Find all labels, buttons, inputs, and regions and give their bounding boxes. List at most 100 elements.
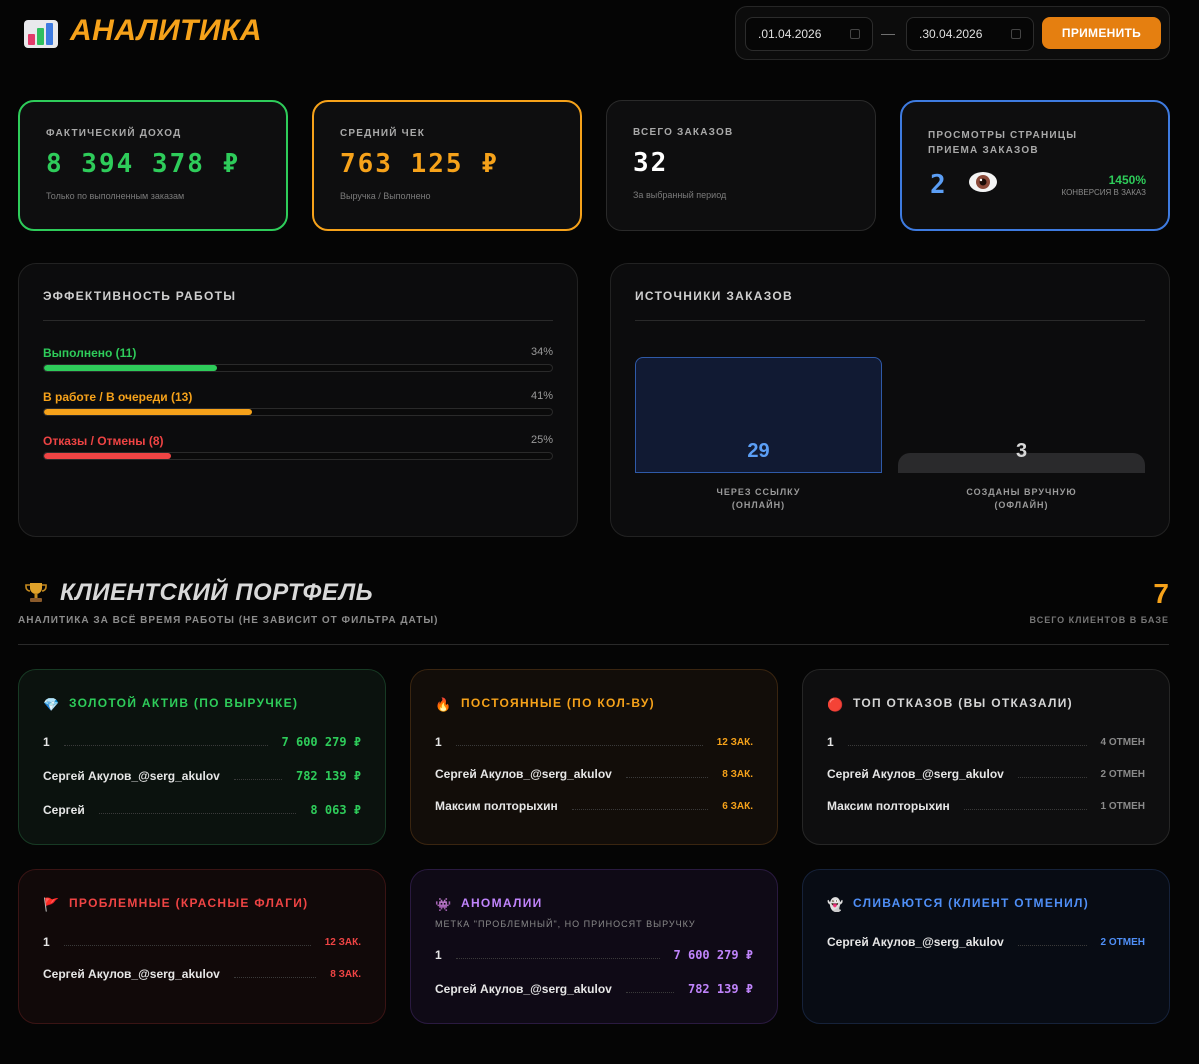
red-flag-icon: 🚩 bbox=[43, 897, 60, 912]
progress-track bbox=[43, 408, 553, 416]
client-value: 782 139 ₽ bbox=[687, 982, 753, 996]
date-from-value: .01.04.2026 bbox=[758, 27, 822, 41]
kpi-avg-check-label: СРЕДНИЙ ЧЕК bbox=[340, 128, 426, 139]
dot-leader bbox=[625, 776, 709, 778]
client-name: Сергей Акулов_@serg_akulov bbox=[435, 767, 612, 781]
client-value: 2 ОТМЕН bbox=[1100, 936, 1145, 948]
date-from-input[interactable]: .01.04.2026 bbox=[745, 17, 873, 51]
progress-track bbox=[43, 452, 553, 460]
client-value: 1 ОТМЕН bbox=[1100, 800, 1145, 812]
offline-orders-value: 3 bbox=[1015, 440, 1028, 462]
kpi-income-value: 8 394 378 ₽ bbox=[46, 149, 241, 179]
list-item[interactable]: 1 12 ЗАК. bbox=[435, 732, 753, 752]
client-value: 782 139 ₽ bbox=[295, 769, 361, 783]
portfolio-title: КЛИЕНТСКИЙ ПОРТФЕЛЬ bbox=[60, 579, 374, 606]
sources-title: ИСТОЧНИКИ ЗАКАЗОВ bbox=[635, 289, 793, 303]
list-item[interactable]: Максим полторыхин 6 ЗАК. bbox=[435, 796, 753, 816]
progress-label: Выполнено (11) bbox=[43, 346, 137, 360]
online-caption-line2: (ОНЛАЙН) bbox=[731, 500, 786, 510]
client-name: Сергей Акулов_@serg_akulov bbox=[43, 967, 220, 981]
divider bbox=[43, 320, 553, 321]
client-value: 8 ЗАК. bbox=[330, 968, 361, 980]
kpi-views-label: ПРОСМОТРЫ СТРАНИЦЫ ПРИЕМА ЗАКАЗОВ bbox=[928, 128, 1142, 158]
regular-clients-card: 🔥 ПОСТОЯННЫЕ (ПО КОЛ-ВУ) 1 12 ЗАК. Сергей… bbox=[410, 669, 778, 845]
client-value: 8 063 ₽ bbox=[310, 803, 361, 817]
dot-leader bbox=[233, 976, 317, 978]
client-value: 6 ЗАК. bbox=[722, 800, 753, 812]
dot-leader bbox=[233, 778, 282, 780]
kpi-income-label: ФАКТИЧЕСКИЙ ДОХОД bbox=[46, 128, 182, 139]
online-orders-bar: 29 bbox=[635, 357, 882, 473]
anomalies-card: 👾 АНОМАЛИИ МЕТКА "ПРОБЛЕМНЫЙ", НО ПРИНОС… bbox=[410, 869, 778, 1024]
online-caption-line1: ЧЕРЕЗ ССЫЛКУ bbox=[716, 487, 801, 497]
list-item[interactable]: 1 4 ОТМЕН bbox=[827, 732, 1145, 752]
gold-asset-card: 💎 ЗОЛОТОЙ АКТИВ (ПО ВЫРУЧКЕ) 1 7 600 279 … bbox=[18, 669, 386, 845]
progress-row-in-work: В работе / В очереди (13) 41% bbox=[43, 390, 553, 420]
top-refusals-card: 🔴 ТОП ОТКАЗОВ (ВЫ ОТКАЗАЛИ) 1 4 ОТМЕН Сер… bbox=[802, 669, 1170, 845]
eye-icon bbox=[969, 172, 997, 192]
fire-icon: 🔥 bbox=[435, 697, 452, 712]
total-clients-count: 7 bbox=[1153, 578, 1169, 609]
list-item[interactable]: Сергей Акулов_@serg_akulov 2 ОТМЕН bbox=[827, 764, 1145, 784]
dot-leader bbox=[1017, 944, 1087, 946]
list-item[interactable]: 1 7 600 279 ₽ bbox=[43, 732, 361, 752]
progress-track bbox=[43, 364, 553, 372]
card-title: ПОСТОЯННЫЕ (ПО КОЛ-ВУ) bbox=[461, 696, 655, 710]
divider bbox=[635, 320, 1145, 321]
client-value: 8 ЗАК. bbox=[722, 768, 753, 780]
list-item[interactable]: Сергей 8 063 ₽ bbox=[43, 800, 361, 820]
client-name: Максим полторыхин bbox=[435, 799, 558, 813]
kpi-total-orders-label: ВСЕГО ЗАКАЗОВ bbox=[633, 127, 734, 138]
list-item[interactable]: Сергей Акулов_@serg_akulov 2 ОТМЕН bbox=[827, 932, 1145, 952]
list-item[interactable]: 1 12 ЗАК. bbox=[43, 932, 361, 952]
offline-caption-line1: СОЗДАНЫ ВРУЧНУЮ bbox=[966, 487, 1077, 497]
card-title: ПРОБЛЕМНЫЕ (КРАСНЫЕ ФЛАГИ) bbox=[69, 896, 309, 910]
red-circle-icon: 🔴 bbox=[827, 697, 844, 712]
list-item[interactable]: Сергей Акулов_@serg_akulov 8 ЗАК. bbox=[43, 964, 361, 984]
client-name: Сергей Акулов_@serg_akulov bbox=[43, 769, 220, 783]
efficiency-panel: ЭФФЕКТИВНОСТЬ РАБОТЫ Выполнено (11) 34% … bbox=[18, 263, 578, 537]
client-value: 12 ЗАК. bbox=[716, 736, 753, 748]
dot-leader bbox=[455, 744, 703, 746]
client-name: 1 bbox=[43, 735, 50, 749]
kpi-income-sub: Только по выполненным заказам bbox=[46, 191, 185, 201]
kpi-views-label-line1: ПРОСМОТРЫ СТРАНИЦЫ bbox=[928, 130, 1078, 141]
client-name: Максим полторыхин bbox=[827, 799, 950, 813]
online-orders-caption: ЧЕРЕЗ ССЫЛКУ (ОНЛАЙН) bbox=[635, 486, 882, 512]
client-name: 1 bbox=[43, 935, 50, 949]
online-orders-value: 29 bbox=[747, 440, 770, 462]
apply-button[interactable]: ПРИМЕНИТЬ bbox=[1042, 17, 1161, 49]
card-title: ТОП ОТКАЗОВ (ВЫ ОТКАЗАЛИ) bbox=[853, 696, 1073, 710]
progress-row-done: Выполнено (11) 34% bbox=[43, 346, 553, 376]
client-name: Сергей Акулов_@serg_akulov bbox=[827, 935, 1004, 949]
alien-monster-icon: 👾 bbox=[435, 897, 452, 912]
card-title: СЛИВАЮТСЯ (КЛИЕНТ ОТМЕНИЛ) bbox=[853, 896, 1090, 910]
card-subtitle: МЕТКА "ПРОБЛЕМНЫЙ", НО ПРИНОСЯТ ВЫРУЧКУ bbox=[435, 919, 696, 929]
calendar-icon[interactable] bbox=[850, 29, 860, 39]
calendar-icon[interactable] bbox=[1011, 29, 1021, 39]
date-to-value: .30.04.2026 bbox=[919, 27, 983, 41]
header: АНАЛИТИКА .01.04.2026 — .30.04.2026 ПРИМ… bbox=[0, 0, 1199, 70]
progress-label: В работе / В очереди (13) bbox=[43, 390, 193, 404]
date-to-input[interactable]: .30.04.2026 bbox=[906, 17, 1034, 51]
progress-percent: 41% bbox=[530, 390, 553, 402]
client-name: 1 bbox=[435, 735, 442, 749]
list-item[interactable]: 1 7 600 279 ₽ bbox=[435, 945, 753, 965]
dot-leader bbox=[63, 744, 268, 746]
kpi-views-card: ПРОСМОТРЫ СТРАНИЦЫ ПРИЕМА ЗАКАЗОВ 2 1450… bbox=[900, 100, 1170, 231]
kpi-avg-check-sub: Выручка / Выполнено bbox=[340, 191, 431, 201]
portfolio-subtitle: АНАЛИТИКА ЗА ВСЁ ВРЕМЯ РАБОТЫ (НЕ ЗАВИСИ… bbox=[18, 615, 439, 626]
card-title: АНОМАЛИИ bbox=[461, 896, 543, 910]
list-item[interactable]: Максим полторыхин 1 ОТМЕН bbox=[827, 796, 1145, 816]
client-name: Сергей bbox=[43, 803, 85, 817]
client-value: 2 ОТМЕН bbox=[1100, 768, 1145, 780]
list-item[interactable]: Сергей Акулов_@serg_akulov 8 ЗАК. bbox=[435, 764, 753, 784]
diamond-icon: 💎 bbox=[43, 697, 60, 712]
client-value: 4 ОТМЕН bbox=[1100, 736, 1145, 748]
dot-leader bbox=[1017, 776, 1087, 778]
dot-leader bbox=[625, 991, 674, 993]
kpi-conversion-value: 1450% bbox=[1108, 173, 1146, 187]
client-name: Сергей Акулов_@serg_akulov bbox=[827, 767, 1004, 781]
list-item[interactable]: Сергей Акулов_@serg_akulov 782 139 ₽ bbox=[435, 979, 753, 999]
list-item[interactable]: Сергей Акулов_@serg_akulov 782 139 ₽ bbox=[43, 766, 361, 786]
